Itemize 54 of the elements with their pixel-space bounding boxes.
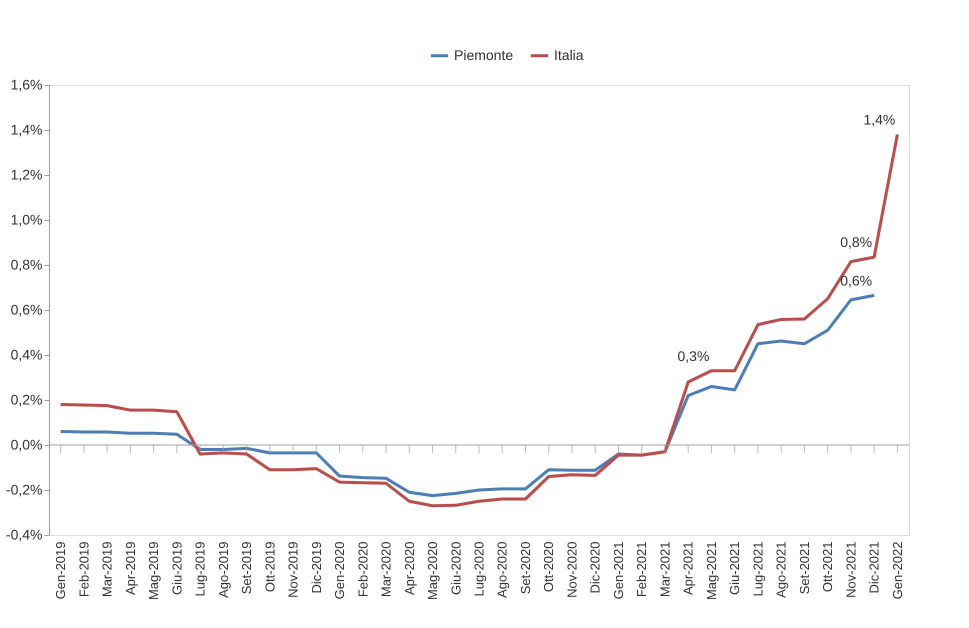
x-tick-label: Giu-2021 (727, 542, 742, 595)
x-tick-label: Giu-2019 (169, 542, 184, 595)
y-tick-label: 1,0% (10, 212, 42, 228)
x-tick-label: Mar-2019 (100, 542, 115, 598)
legend-label: Piemonte (454, 46, 514, 63)
annotation: 0,8% (840, 234, 872, 250)
x-tick-label: Gen-2022 (890, 542, 905, 600)
x-tick-label: Gen-2021 (610, 542, 626, 600)
x-tick-label: Apr-2020 (402, 542, 417, 595)
x-tick-label: Dic-2019 (308, 542, 324, 594)
x-tick-label: Set-2020 (518, 542, 533, 594)
x-tick-label: Dic-2021 (866, 542, 882, 594)
x-tick-label: Set-2021 (796, 542, 812, 594)
x-tick-label: Lug-2020 (472, 542, 486, 596)
y-tick-label: 1,4% (10, 122, 42, 138)
x-tick-label: Apr-2021 (680, 542, 696, 595)
x-tick-label: Ott-2021 (820, 542, 836, 592)
y-tick-label: 0,8% (10, 256, 42, 272)
y-tick-label: 0,4% (10, 346, 42, 362)
annotation: 0,3% (678, 348, 710, 364)
y-tick-label: 1,6% (10, 76, 42, 92)
x-tick-label: Apr-2019 (122, 542, 138, 595)
x-tick-label: Lug-2021 (750, 542, 766, 596)
annotation: 1,4% (863, 112, 896, 128)
x-tick-label: Nov-2019 (286, 542, 301, 598)
y-tick-label: 0,2% (10, 392, 42, 408)
x-tick-label: Feb-2020 (355, 542, 370, 598)
x-tick-label: Gen-2019 (53, 542, 68, 600)
x-tick-label: Giu-2020 (448, 542, 464, 595)
x-tick-label: Set-2019 (239, 542, 254, 594)
x-tick-label: Mag-2020 (425, 542, 440, 600)
y-tick-label: 1,2% (10, 166, 42, 182)
y-tick-label: 0,6% (10, 302, 42, 318)
x-tick-label: Ott-2020 (541, 542, 556, 592)
x-tick-label: Mag-2021 (704, 542, 719, 600)
x-tick-label: Ott-2019 (262, 542, 278, 592)
x-tick-label: Feb-2019 (76, 542, 92, 598)
x-tick-label: Feb-2021 (634, 542, 650, 598)
x-tick-label: Mag-2019 (146, 542, 162, 600)
x-tick-label: Dic-2020 (588, 542, 603, 594)
annotation: 0,6% (840, 272, 872, 288)
legend-label: Italia (554, 46, 584, 63)
x-tick-label: Mar-2021 (657, 542, 672, 598)
x-tick-label: Gen-2020 (332, 542, 348, 600)
x-tick-label: Ago-2019 (216, 542, 231, 598)
x-tick-label: Ago-2020 (494, 542, 510, 598)
x-tick-label: Ago-2021 (774, 542, 789, 598)
y-tick-label: 0,0% (10, 436, 42, 452)
y-tick-label: -0,4% (6, 526, 42, 542)
y-tick-label: -0,2% (6, 482, 42, 498)
x-tick-label: Lug-2019 (192, 542, 208, 596)
x-tick-label: Nov-2020 (564, 542, 580, 598)
x-tick-label: Mar-2020 (378, 542, 394, 598)
x-tick-label: Nov-2021 (843, 542, 858, 598)
